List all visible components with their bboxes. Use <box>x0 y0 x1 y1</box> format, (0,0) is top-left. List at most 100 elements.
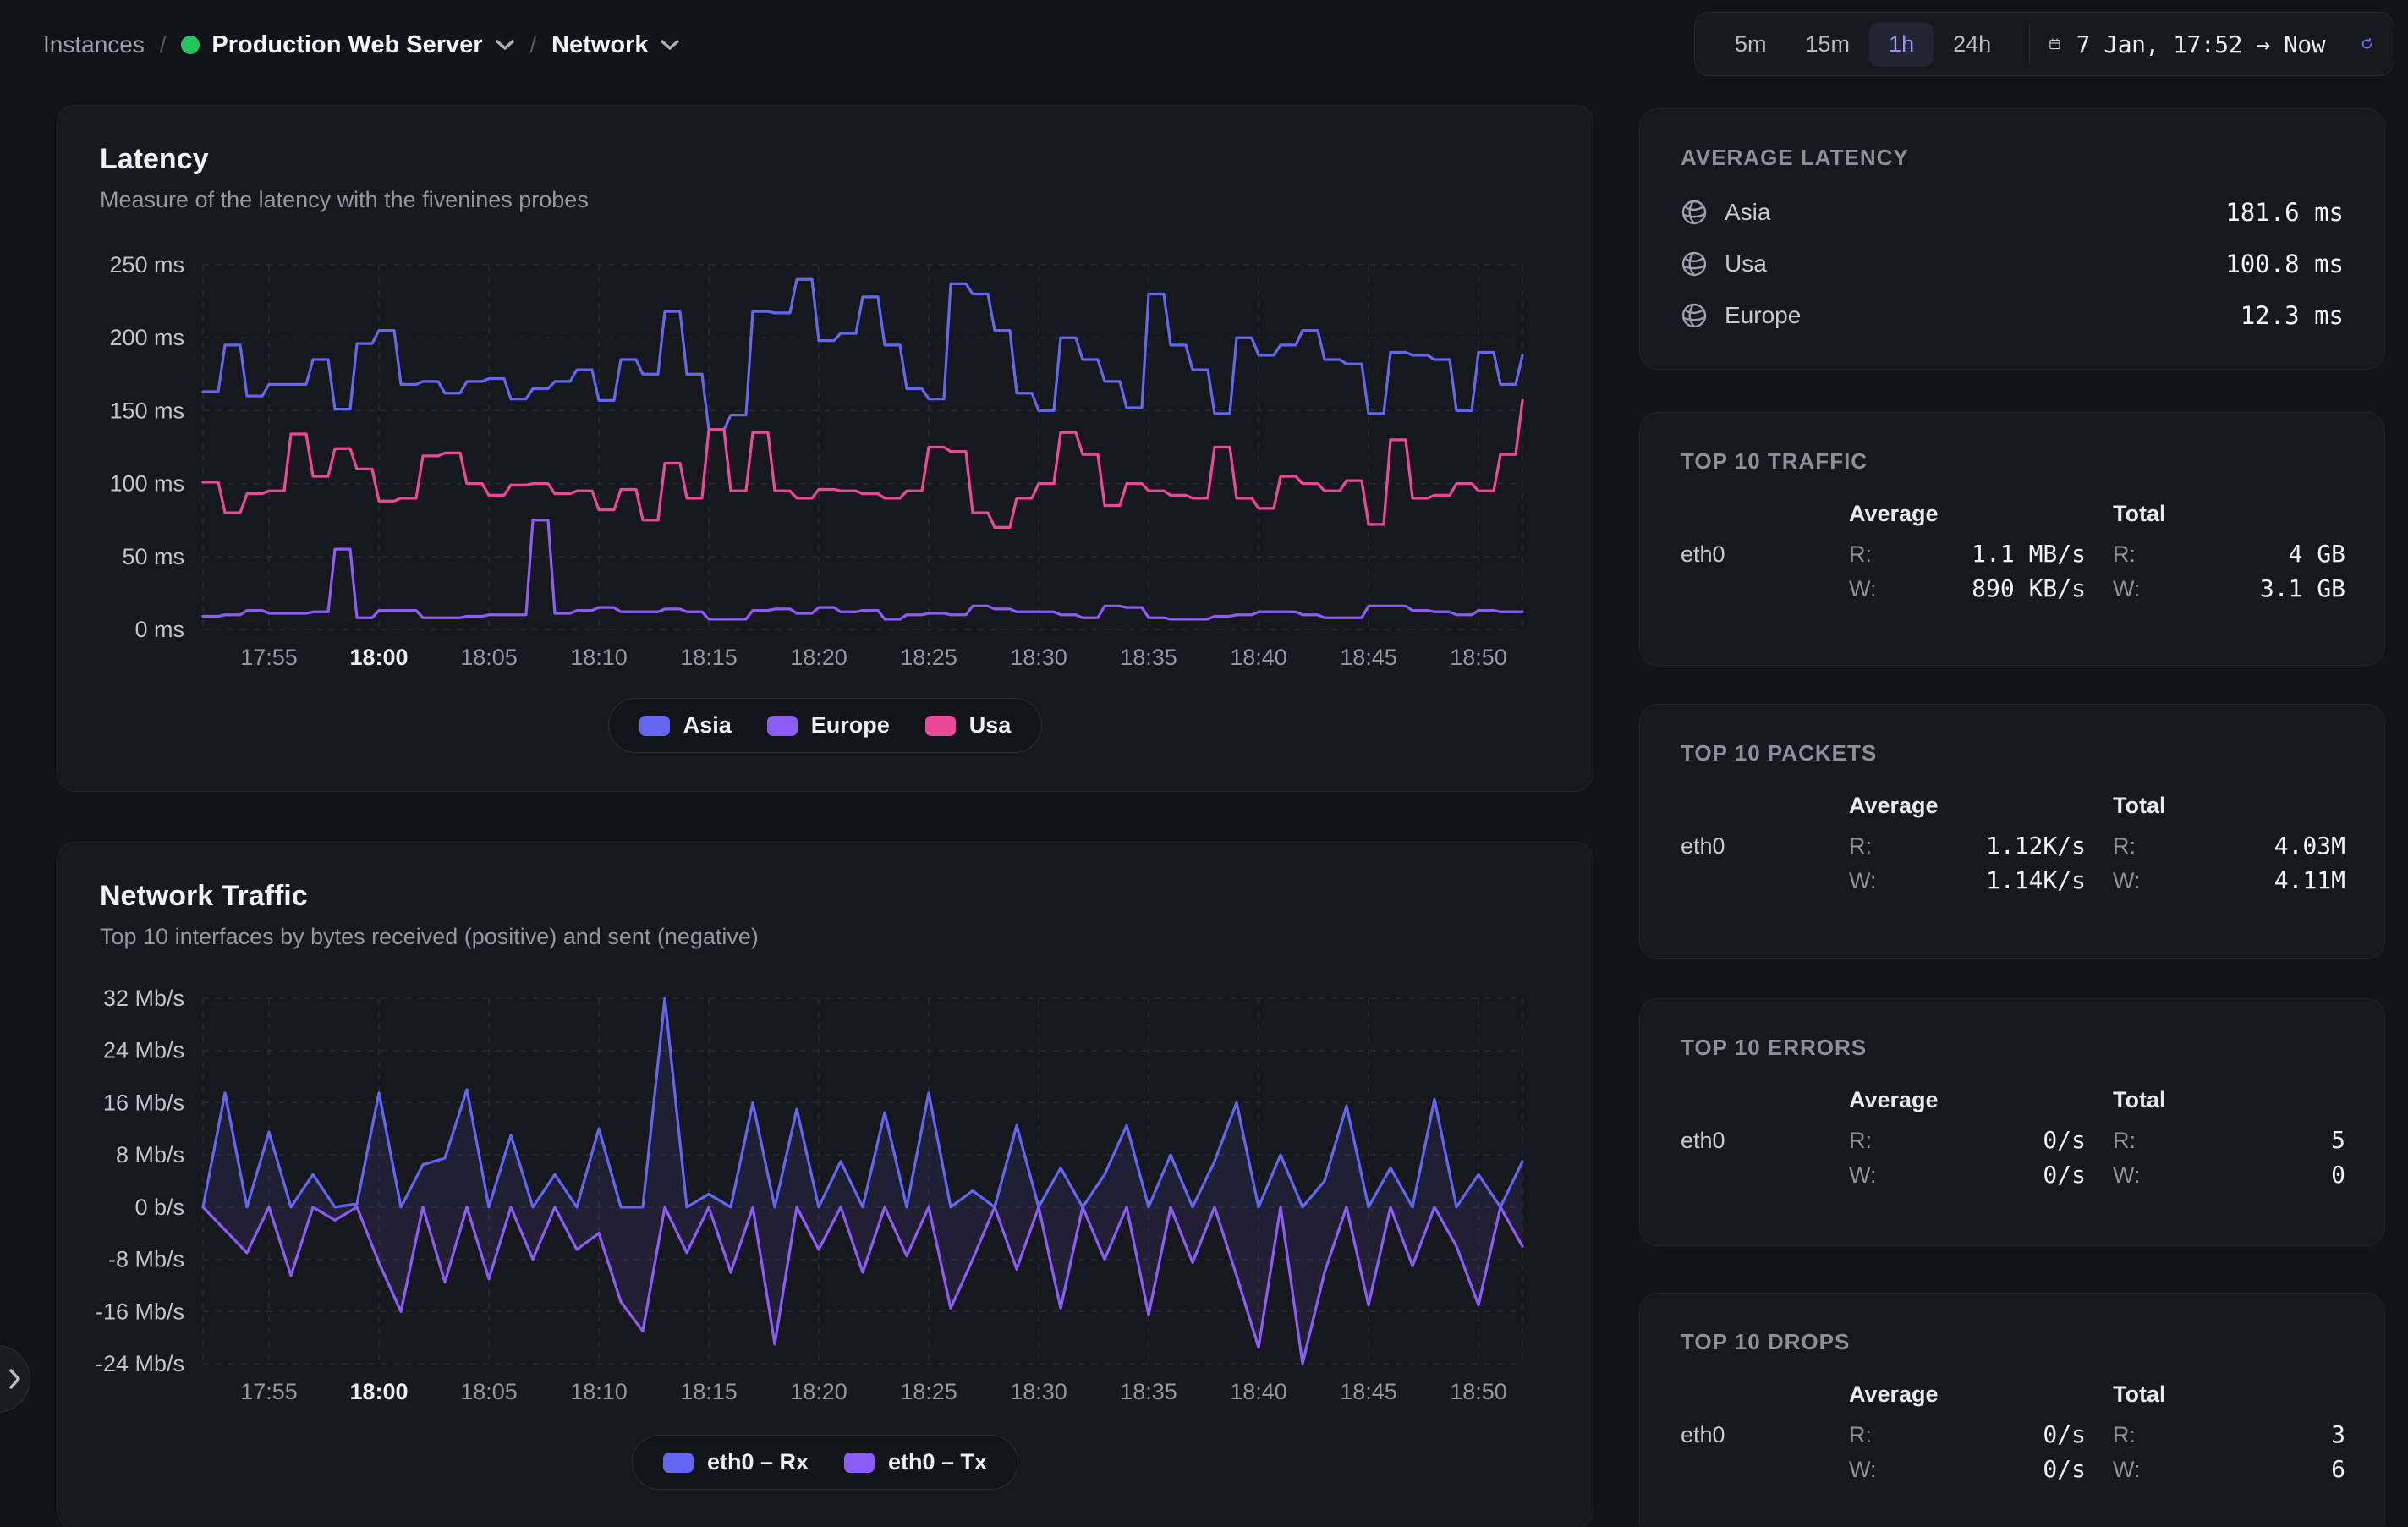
latency-subtitle: Measure of the latency with the fivenine… <box>100 187 589 213</box>
avg-read-value: 0/s <box>1894 1126 2086 1154</box>
avg-read-value: 1.1 MB/s <box>1894 540 2086 568</box>
svg-text:100 ms: 100 ms <box>109 471 184 497</box>
legend-item[interactable]: Usa <box>925 712 1012 739</box>
globe-icon <box>1681 199 1708 226</box>
instance-selector[interactable]: Production Web Server <box>181 31 514 59</box>
svg-text:18:00: 18:00 <box>349 1379 408 1404</box>
top10-errors-card: TOP 10 ERRORS Average Total eth0 R: 0/s … <box>1639 998 2385 1246</box>
chevron-down-icon <box>660 39 680 51</box>
svg-text:8 Mb/s: 8 Mb/s <box>116 1142 184 1167</box>
total-read-value: 4 GB <box>2164 540 2345 568</box>
read-label: R: <box>2113 833 2136 860</box>
date-range-button[interactable]: 7 Jan, 17:52 → Now <box>2076 30 2325 58</box>
svg-text:18:40: 18:40 <box>1230 1379 1287 1404</box>
legend-label: eth0 – Rx <box>707 1449 809 1475</box>
legend-chip <box>925 716 956 736</box>
time-controls: 5m 15m 1h 24h 7 Jan, 17:52 → Now <box>1694 12 2394 76</box>
region-label: Asia <box>1725 199 1770 226</box>
avg-read-value: 0/s <box>1894 1420 2086 1448</box>
svg-text:18:45: 18:45 <box>1340 1379 1397 1404</box>
legend-item[interactable]: Europe <box>767 712 890 739</box>
top10-traffic-card: TOP 10 TRAFFIC Average Total eth0 R: 1.1… <box>1639 412 2385 666</box>
total-write-value: 0 <box>2164 1161 2345 1189</box>
svg-text:17:55: 17:55 <box>240 645 298 670</box>
breadcrumb-instances-link[interactable]: Instances <box>43 31 145 58</box>
svg-text:32 Mb/s: 32 Mb/s <box>103 986 184 1011</box>
legend-label: Asia <box>683 712 732 739</box>
write-label: W: <box>2113 1457 2141 1483</box>
svg-text:18:25: 18:25 <box>900 645 957 670</box>
svg-text:18:45: 18:45 <box>1340 645 1397 670</box>
legend-chip <box>767 716 798 736</box>
top-bar: Instances / Production Web Server / Netw… <box>0 0 2408 90</box>
legend-item[interactable]: eth0 – Tx <box>844 1449 987 1475</box>
write-label: W: <box>2113 1162 2141 1189</box>
svg-text:18:40: 18:40 <box>1230 645 1287 670</box>
svg-text:24 Mb/s: 24 Mb/s <box>103 1038 184 1063</box>
total-write-value: 4.11M <box>2164 866 2345 894</box>
top10-drops-card: TOP 10 DROPS Average Total eth0 R: 0/s W… <box>1639 1293 2385 1527</box>
svg-text:18:20: 18:20 <box>790 645 847 670</box>
status-dot-icon <box>181 36 200 54</box>
svg-text:-8 Mb/s: -8 Mb/s <box>108 1247 184 1272</box>
legend-label: Usa <box>969 712 1012 739</box>
latency-card: Latency Measure of the latency with the … <box>57 105 1593 792</box>
write-label: W: <box>1849 1457 1877 1483</box>
range-button-5m[interactable]: 5m <box>1715 22 1786 67</box>
legend-item[interactable]: eth0 – Rx <box>663 1449 809 1475</box>
interface-label: eth0 <box>1681 1128 1725 1154</box>
breadcrumb-separator: / <box>530 32 537 58</box>
svg-text:16 Mb/s: 16 Mb/s <box>103 1090 184 1115</box>
section-selector[interactable]: Network <box>551 31 680 59</box>
write-label: W: <box>1849 576 1877 602</box>
range-button-15m[interactable]: 15m <box>1786 22 1870 67</box>
range-button-1h[interactable]: 1h <box>1869 22 1934 67</box>
globe-icon <box>1681 302 1708 329</box>
latency-value: 100.8 ms <box>2225 250 2344 278</box>
range-button-24h[interactable]: 24h <box>1934 22 2010 67</box>
svg-text:18:15: 18:15 <box>680 645 738 670</box>
instance-name: Production Web Server <box>211 31 482 59</box>
legend-item[interactable]: Asia <box>639 712 732 739</box>
traffic-chart[interactable]: 32 Mb/s24 Mb/s16 Mb/s8 Mb/s0 b/s-8 Mb/s-… <box>91 976 1563 1440</box>
refresh-icon[interactable] <box>2361 27 2373 61</box>
latency-row-europe: Europe 12.3 ms <box>1681 297 2344 334</box>
svg-text:18:05: 18:05 <box>460 645 518 670</box>
latency-chart[interactable]: 250 ms200 ms150 ms100 ms50 ms0 ms17:5518… <box>91 239 1563 703</box>
read-label: R: <box>1849 541 1872 568</box>
traffic-subtitle: Top 10 interfaces by bytes received (pos… <box>100 924 759 950</box>
avg-write-value: 0/s <box>1894 1161 2086 1189</box>
legend-label: eth0 – Tx <box>888 1449 987 1475</box>
latency-row-usa: Usa 100.8 ms <box>1681 245 2344 283</box>
total-header: Total <box>2113 1381 2166 1408</box>
calendar-icon <box>2049 27 2061 61</box>
traffic-title: Network Traffic <box>100 880 308 913</box>
average-header: Average <box>1849 793 1939 819</box>
svg-text:18:35: 18:35 <box>1120 1379 1177 1404</box>
read-label: R: <box>2113 1422 2136 1448</box>
traffic-legend: eth0 – Rx eth0 – Tx <box>632 1435 1018 1490</box>
latency-value: 181.6 ms <box>2225 198 2344 227</box>
svg-text:18:00: 18:00 <box>349 645 408 670</box>
svg-text:-24 Mb/s: -24 Mb/s <box>96 1351 184 1376</box>
svg-text:18:30: 18:30 <box>1010 1379 1067 1404</box>
latency-row-asia: Asia 181.6 ms <box>1681 194 2344 231</box>
read-label: R: <box>2113 541 2136 568</box>
svg-text:18:50: 18:50 <box>1450 645 1507 670</box>
svg-text:50 ms: 50 ms <box>122 544 184 569</box>
read-label: R: <box>1849 1128 1872 1154</box>
write-label: W: <box>1849 1162 1877 1189</box>
average-header: Average <box>1849 1381 1939 1408</box>
avg-write-value: 890 KB/s <box>1894 574 2086 602</box>
interface-label: eth0 <box>1681 833 1725 860</box>
read-label: R: <box>1849 1422 1872 1448</box>
legend-chip <box>844 1453 875 1473</box>
avg-read-value: 1.12K/s <box>1894 832 2086 860</box>
latency-title: Latency <box>100 143 209 176</box>
region-label: Usa <box>1725 250 1767 277</box>
sidebar-expand-button[interactable] <box>0 1345 30 1413</box>
svg-text:18:35: 18:35 <box>1120 645 1177 670</box>
svg-text:-16 Mb/s: -16 Mb/s <box>96 1299 184 1324</box>
legend-chip <box>639 716 670 736</box>
section-name: Network <box>551 31 648 59</box>
